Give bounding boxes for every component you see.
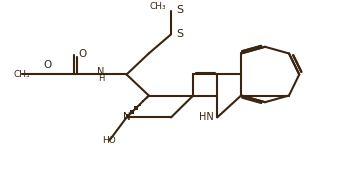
Text: CH₃: CH₃ — [149, 2, 166, 11]
Text: N: N — [97, 67, 105, 77]
Text: S: S — [176, 29, 183, 39]
Text: O: O — [79, 49, 87, 59]
Text: CH₃: CH₃ — [14, 70, 30, 79]
Text: H: H — [98, 74, 104, 83]
Text: HN: HN — [199, 112, 214, 121]
Text: N: N — [123, 112, 130, 122]
Text: S: S — [176, 5, 183, 15]
Text: O: O — [44, 60, 52, 70]
Text: HO: HO — [103, 136, 116, 145]
